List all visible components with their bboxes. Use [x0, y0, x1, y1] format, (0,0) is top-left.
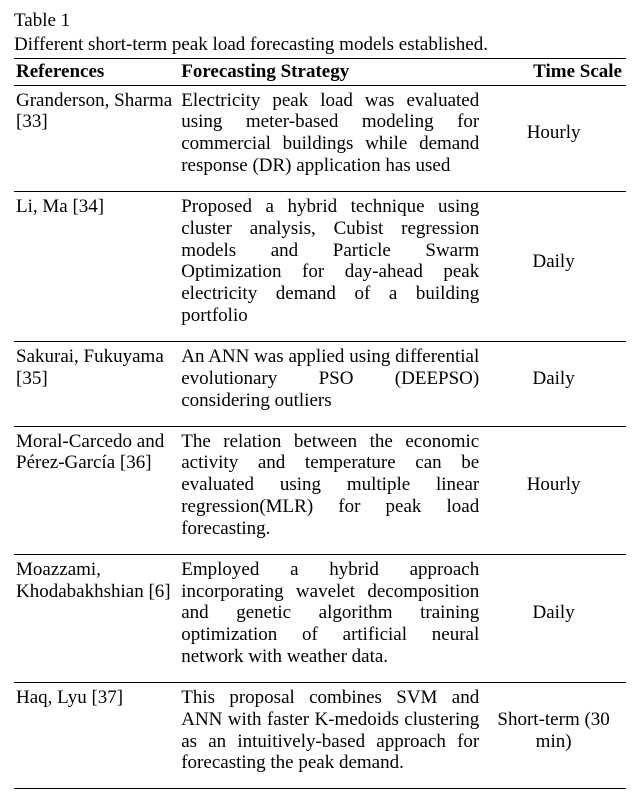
cell-strategy: Employed a hybrid approach incorporating… — [179, 554, 485, 682]
forecasting-models-table: References Forecasting Strategy Time Sca… — [14, 58, 626, 790]
table-row: Sakurai, Fukuyama [35] An ANN was applie… — [14, 341, 626, 426]
table-row: Moral-Carcedo and Pérez-García [36] The … — [14, 426, 626, 554]
cell-strategy: The relation between the economic activi… — [179, 426, 485, 554]
table-caption: Different short-term peak load forecasti… — [14, 34, 626, 56]
col-header-references: References — [14, 58, 179, 85]
cell-reference: Moazzami, Khodabakhshian [6] — [14, 554, 179, 682]
cell-reference: Sakurai, Fukuyama [35] — [14, 341, 179, 426]
cell-reference: Haq, Lyu [37] — [14, 682, 179, 788]
cell-strategy: Proposed a hybrid technique using cluste… — [179, 191, 485, 341]
cell-reference: Granderson, Sharma [33] — [14, 85, 179, 191]
cell-timescale: Short-term (30 min) — [485, 682, 626, 788]
cell-strategy: This proposal combines SVM and ANN with … — [179, 682, 485, 788]
table-label: Table 1 — [14, 10, 626, 32]
cell-timescale: Daily — [485, 554, 626, 682]
col-header-timescale: Time Scale — [485, 58, 626, 85]
table-row: Li, Ma [34] Proposed a hybrid technique … — [14, 191, 626, 341]
cell-reference: Moral-Carcedo and Pérez-García [36] — [14, 426, 179, 554]
col-header-strategy: Forecasting Strategy — [179, 58, 485, 85]
table-row: Moazzami, Khodabakhshian [6] Employed a … — [14, 554, 626, 682]
cell-timescale: Daily — [485, 191, 626, 341]
cell-timescale: Daily — [485, 341, 626, 426]
cell-strategy: Electricity peak load was evaluated usin… — [179, 85, 485, 191]
cell-strategy: An ANN was applied using differential ev… — [179, 341, 485, 426]
cell-timescale: Hourly — [485, 85, 626, 191]
cell-reference: Li, Ma [34] — [14, 191, 179, 341]
table-header-row: References Forecasting Strategy Time Sca… — [14, 58, 626, 85]
cell-timescale: Hourly — [485, 426, 626, 554]
table-row: Haq, Lyu [37] This proposal combines SVM… — [14, 682, 626, 788]
table-row: Granderson, Sharma [33] Electricity peak… — [14, 85, 626, 191]
